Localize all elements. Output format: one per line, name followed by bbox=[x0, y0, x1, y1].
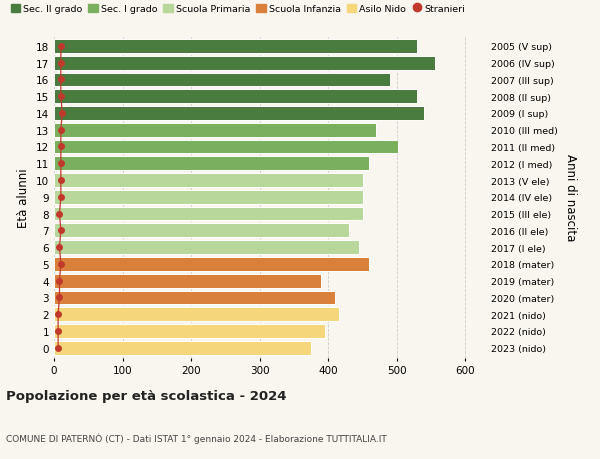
Bar bbox=[54, 157, 370, 171]
Bar bbox=[54, 90, 418, 104]
Text: Popolazione per età scolastica - 2024: Popolazione per età scolastica - 2024 bbox=[6, 389, 287, 403]
Bar bbox=[54, 123, 376, 137]
Text: COMUNE DI PATERNÒ (CT) - Dati ISTAT 1° gennaio 2024 - Elaborazione TUTTITALIA.IT: COMUNE DI PATERNÒ (CT) - Dati ISTAT 1° g… bbox=[6, 432, 387, 442]
Bar bbox=[54, 274, 322, 288]
Bar bbox=[54, 341, 311, 355]
Bar bbox=[54, 174, 362, 187]
Bar bbox=[54, 56, 434, 70]
Legend: Sec. II grado, Sec. I grado, Scuola Primaria, Scuola Infanzia, Asilo Nido, Stran: Sec. II grado, Sec. I grado, Scuola Prim… bbox=[11, 5, 466, 14]
Bar bbox=[54, 257, 370, 271]
Y-axis label: Anni di nascita: Anni di nascita bbox=[564, 154, 577, 241]
Bar bbox=[54, 73, 390, 87]
Bar bbox=[54, 291, 335, 305]
Bar bbox=[54, 190, 362, 204]
Bar bbox=[54, 308, 338, 321]
Y-axis label: Età alunni: Età alunni bbox=[17, 168, 31, 227]
Bar bbox=[54, 40, 418, 54]
Bar bbox=[54, 140, 398, 154]
Bar bbox=[54, 241, 359, 254]
Bar bbox=[54, 207, 362, 221]
Bar bbox=[54, 107, 424, 121]
Bar bbox=[54, 325, 325, 338]
Bar bbox=[54, 224, 349, 238]
